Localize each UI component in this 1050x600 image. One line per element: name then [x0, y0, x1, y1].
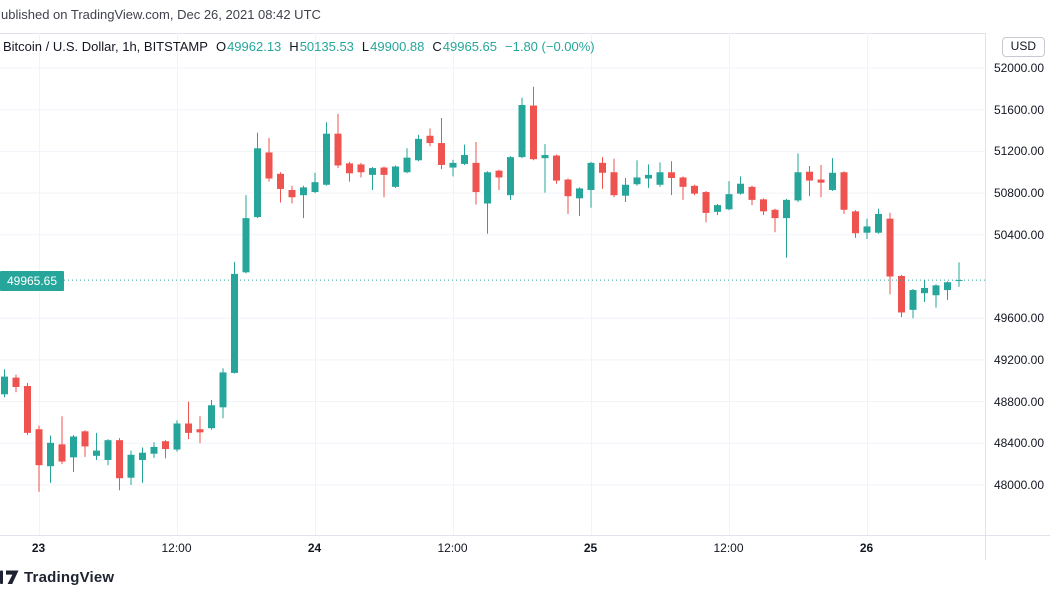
- current-price-tag: 49965.65: [0, 270, 64, 291]
- price-axis-label: 50800.00: [993, 186, 1044, 201]
- time-axis-label: 12:00: [161, 541, 192, 555]
- chart-legend: Bitcoin / U.S. Dollar, 1h, BITSTAMP O 499…: [3, 39, 595, 54]
- time-axis-label: 12:00: [713, 541, 744, 555]
- time-axis-border: [0, 535, 1050, 536]
- symbol-title[interactable]: Bitcoin / U.S. Dollar, 1h, BITSTAMP: [3, 39, 208, 54]
- price-axis-label: 49200.00: [993, 352, 1044, 367]
- ohlc-low: L 49900.88: [361, 39, 425, 54]
- price-axis-label: 51600.00: [993, 102, 1044, 117]
- time-axis-label: 24: [307, 541, 322, 555]
- time-axis-label: 25: [583, 541, 598, 555]
- time-axis-label: 23: [31, 541, 46, 555]
- time-axis-label: 26: [859, 541, 874, 555]
- chart-plot-area[interactable]: [0, 33, 985, 535]
- price-axis-label: 52000.00: [993, 61, 1044, 75]
- tradingview-wordmark: TradingView: [24, 569, 115, 586]
- time-axis[interactable]: 23 12:00 24 12:00 25 12:00 26: [0, 536, 985, 562]
- chart-top-border: [0, 33, 1050, 34]
- ohlc-high: H 50135.53: [289, 39, 354, 54]
- ohlc-open: O 49962.13: [215, 39, 282, 54]
- price-axis-label: 48400.00: [993, 436, 1044, 451]
- time-axis-label: 12:00: [437, 541, 468, 555]
- tradingview-logomark-icon: [0, 570, 19, 584]
- tradingview-logo[interactable]: TradingView: [0, 569, 114, 586]
- price-axis-label: 49600.00: [993, 311, 1044, 326]
- price-axis[interactable]: 52000.00 51600.00 51200.00 50800.00 50400.00…: [986, 33, 1050, 535]
- currency-button[interactable]: USD: [1001, 37, 1045, 57]
- candlestick-svg: [0, 33, 985, 535]
- price-axis-label: 48800.00: [993, 394, 1044, 409]
- price-change: −1.80 (−0.00%): [505, 39, 595, 54]
- price-axis-label: 51200.00: [993, 144, 1044, 159]
- price-axis-label: 48000.00: [993, 478, 1044, 492]
- attribution-text: ublished on TradingView.com, Dec 26, 202…: [1, 7, 321, 22]
- price-axis-label: 50400.00: [993, 227, 1044, 242]
- price-axis-border: [985, 33, 986, 560]
- ohlc-close: C 49965.65: [432, 39, 498, 54]
